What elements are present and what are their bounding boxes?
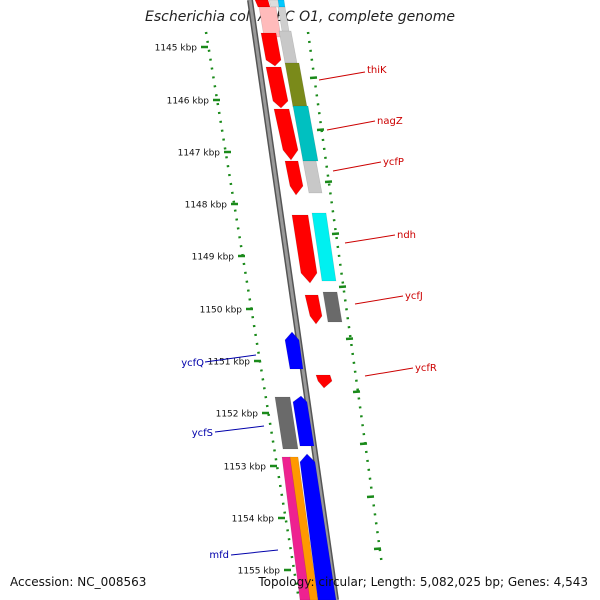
gene-label-ycfR: ycfR bbox=[415, 363, 437, 374]
gene-pointer-ycfJ bbox=[354, 295, 404, 305]
map-title: Escherichia coli APEC O1, complete genom… bbox=[145, 9, 455, 25]
scale-tick-right bbox=[324, 180, 333, 184]
scale-label-1154: 1154 kbp bbox=[232, 515, 275, 525]
gene-label-mfd: mfd bbox=[209, 550, 229, 561]
scale-tick-right bbox=[345, 337, 354, 341]
scale-label-1151: 1151 kbp bbox=[208, 358, 251, 368]
scale-tick-right bbox=[373, 547, 382, 551]
gene-pointer-ycfQ bbox=[204, 354, 257, 363]
gene-pointer-nagZ bbox=[326, 120, 376, 131]
gene-feature-top-1 bbox=[254, 0, 271, 8]
gene-feature-ycfr bbox=[315, 374, 333, 389]
gene-feature-red-1 bbox=[260, 32, 282, 67]
gene-feature-ycfs bbox=[274, 396, 299, 450]
gene-feature-red-2 bbox=[265, 66, 289, 109]
gene-label-thiK: thiK bbox=[367, 65, 387, 76]
scale-label-1149: 1149 kbp bbox=[192, 253, 235, 263]
gene-feature-ycfp-gray bbox=[302, 160, 323, 194]
gene-label-ycfQ: ycfQ bbox=[181, 358, 204, 369]
gene-label-ycfP: ycfP bbox=[383, 157, 404, 168]
gene-feature-mfd-pink bbox=[281, 456, 313, 600]
scale-label-1145: 1145 kbp bbox=[155, 44, 198, 54]
gene-label-ndh: ndh bbox=[397, 230, 416, 241]
gene-feature-red-4 bbox=[284, 160, 304, 196]
gene-feature-ycfj bbox=[322, 291, 343, 323]
scale-tick-right bbox=[352, 390, 361, 394]
gene-label-nagZ: nagZ bbox=[377, 116, 403, 127]
gene-pointer-ycfS bbox=[214, 425, 265, 433]
scale-label-1147: 1147 kbp bbox=[178, 149, 221, 159]
gene-feature-mfd-orange bbox=[289, 456, 319, 600]
scale-tick-right bbox=[366, 495, 375, 499]
accession-text: Accession: NC_008563 bbox=[10, 575, 147, 589]
gene-feature-thik bbox=[284, 62, 308, 108]
scale-tick-right bbox=[338, 285, 347, 289]
gene-pointer-mfd bbox=[230, 549, 279, 556]
gene-feature-mfd bbox=[299, 453, 337, 600]
gene-label-ycfJ: ycfJ bbox=[405, 291, 423, 302]
gene-pointer-ycfP bbox=[332, 161, 382, 172]
scale-tick-right bbox=[331, 232, 340, 236]
gene-feature-pink bbox=[258, 6, 282, 38]
gene-feature-ndh bbox=[311, 212, 337, 282]
scale-label-1150: 1150 kbp bbox=[200, 306, 243, 316]
scale-tick-right bbox=[316, 128, 325, 132]
scale-label-1148: 1148 kbp bbox=[185, 201, 228, 211]
scale-label-1155: 1155 kbp bbox=[238, 567, 281, 577]
gene-feature-gray-1 bbox=[278, 30, 298, 64]
gene-feature-nagz bbox=[292, 105, 319, 162]
scale-label-1146: 1146 kbp bbox=[167, 97, 210, 107]
scale-label-1153: 1153 kbp bbox=[224, 463, 267, 473]
gene-feature-ycfj-red bbox=[304, 294, 323, 325]
gene-feature-ndh-red bbox=[291, 214, 318, 284]
gene-feature-red-3 bbox=[273, 108, 299, 161]
scale-label-1152: 1152 kbp bbox=[216, 410, 259, 420]
genome-backbone-highlight bbox=[248, 0, 338, 600]
gene-pointer-thiK bbox=[318, 71, 366, 81]
gene-pointer-ndh bbox=[344, 234, 396, 244]
scale-tick-right bbox=[309, 76, 318, 80]
gene-pointer-ycfR bbox=[364, 367, 414, 377]
topology-text: Topology: circular; Length: 5,082,025 bp… bbox=[258, 575, 588, 589]
scale-tick-right bbox=[359, 442, 368, 446]
gene-feature-blue-1 bbox=[292, 395, 315, 447]
gene-label-ycfS: ycfS bbox=[192, 428, 213, 439]
gene-feature-top-3 bbox=[277, 0, 286, 8]
gene-feature-ycfq bbox=[284, 331, 304, 370]
